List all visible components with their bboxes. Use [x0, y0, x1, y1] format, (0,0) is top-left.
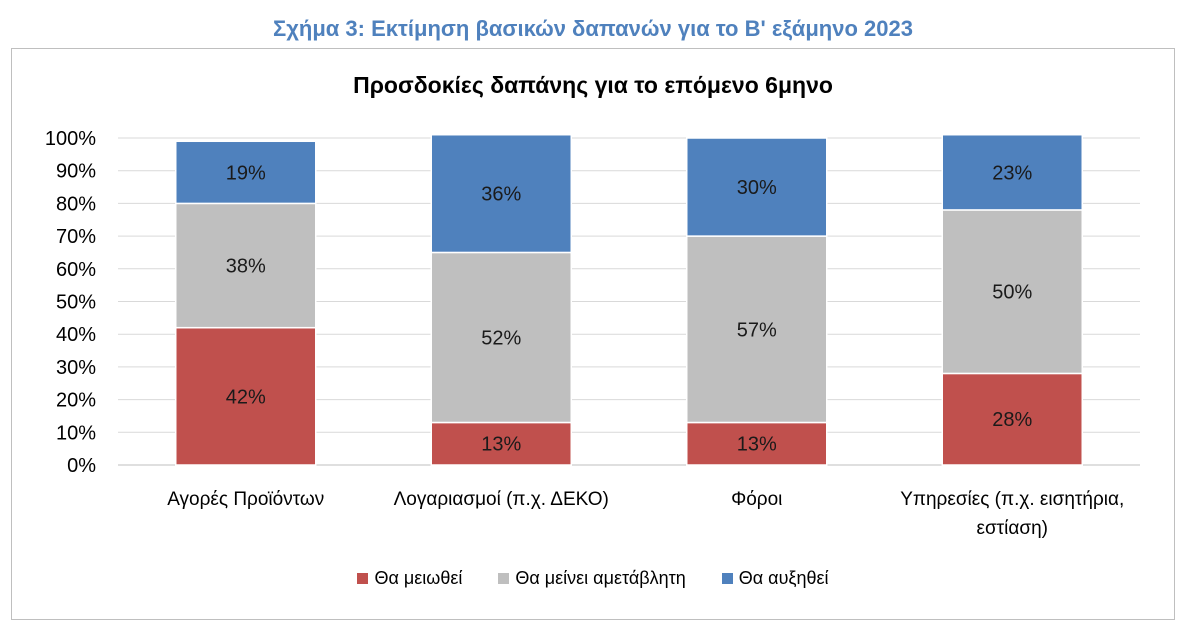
bar-segment [686, 137, 828, 237]
legend: Θα μειωθεί Θα μείνει αμετάβλητη Θα αυξηθ… [0, 568, 1186, 589]
bar-segment [175, 140, 317, 205]
data-label: 19% [226, 162, 266, 184]
data-label: 28% [992, 409, 1032, 431]
x-tick-label: Λογαριασμοί (π.χ. ΔΕΚΟ) [394, 489, 609, 510]
x-tick-label: Υπηρεσίες (π.χ. εισητήρια, [900, 489, 1124, 510]
bar-segment [430, 133, 572, 254]
bar-segment [941, 209, 1083, 375]
figure-title: Σχήμα 3: Εκτίμηση βασικών δαπανών για το… [273, 16, 913, 41]
x-tick-label: Αγορές Προϊόντων [167, 489, 324, 510]
y-tick-label: 0% [67, 455, 96, 477]
legend-label-decrease: Θα μειωθεί [374, 568, 463, 588]
y-tick-label: 40% [56, 324, 96, 346]
y-tick-label: 90% [56, 161, 96, 183]
bar-segment [175, 326, 317, 466]
data-label: 30% [737, 177, 777, 199]
x-tick-label: Φόροι [731, 489, 782, 510]
legend-item-increase: Θα αυξηθεί [721, 568, 829, 589]
legend-label-unchanged: Θα μείνει αμετάβλητη [515, 568, 686, 588]
legend-item-unchanged: Θα μείνει αμετάβλητη [498, 568, 686, 589]
bar-segment [430, 251, 572, 424]
y-tick-label: 10% [56, 422, 96, 444]
data-label: 36% [481, 184, 521, 206]
data-label: 57% [737, 319, 777, 341]
y-tick-label: 50% [56, 292, 96, 314]
y-tick-label: 70% [56, 226, 96, 248]
data-label: 23% [992, 162, 1032, 184]
data-label: 38% [226, 256, 266, 278]
data-label: 52% [481, 327, 521, 349]
data-label: 13% [737, 434, 777, 456]
legend-swatch-increase [721, 573, 733, 584]
legend-label-increase: Θα αυξηθεί [738, 568, 829, 588]
data-label: 42% [226, 386, 266, 408]
y-tick-label: 30% [56, 357, 96, 379]
chart-title: Προσδοκίες δαπάνης για το επόμενο 6μηνο [353, 72, 833, 98]
data-label: 13% [481, 434, 521, 456]
y-tick-label: 60% [56, 259, 96, 281]
legend-swatch-decrease [357, 573, 369, 584]
x-tick-label: εστίαση) [976, 518, 1048, 539]
bar-segment [941, 133, 1083, 211]
bar-segment [941, 372, 1083, 466]
y-tick-label: 80% [56, 193, 96, 215]
y-tick-label: 20% [56, 390, 96, 412]
bar-segment [175, 202, 317, 329]
data-label: 50% [992, 282, 1032, 304]
bar-segment [686, 421, 828, 466]
y-tick-label: 100% [45, 128, 96, 150]
chart-frame [11, 48, 1175, 620]
bar-segment [686, 235, 828, 424]
legend-item-decrease: Θα μειωθεί [357, 568, 462, 589]
legend-swatch-unchanged [498, 573, 510, 584]
bar-segment [430, 421, 572, 466]
